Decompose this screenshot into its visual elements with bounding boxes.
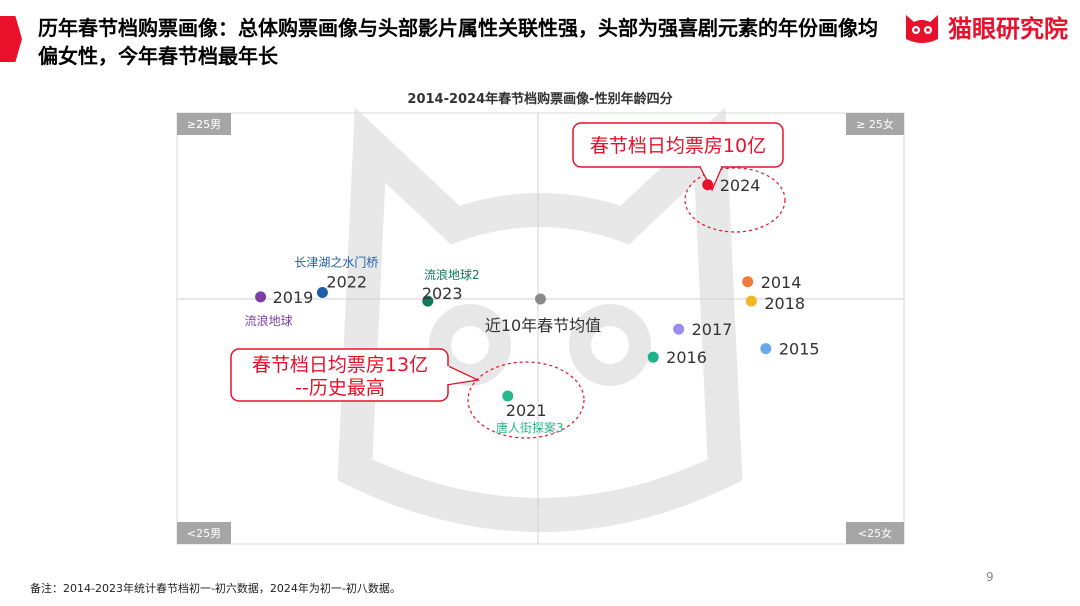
data-point-2023 xyxy=(422,295,434,307)
callout-text-2021-line2: --历史最高 xyxy=(295,377,385,399)
point-label-2018: 2018 xyxy=(764,294,805,313)
callout-box-2024 xyxy=(572,122,784,168)
point-label-2019: 2019 xyxy=(273,288,314,307)
data-point-average xyxy=(535,293,546,305)
callout-pointer-2024 xyxy=(699,166,723,192)
title-accent-tab xyxy=(0,16,22,62)
highlight-ellipse-2024 xyxy=(684,167,786,233)
film-label-2021: 唐人街探案3 xyxy=(496,420,564,435)
point-label-2014: 2014 xyxy=(761,273,802,292)
point-label-2024: 2024 xyxy=(720,176,761,195)
cat-logo-icon xyxy=(906,15,938,43)
highlight-ellipse-2021 xyxy=(467,361,585,439)
data-point-2022 xyxy=(316,287,328,299)
logo-text: 猫眼研究院 xyxy=(948,14,1068,43)
callout-text-2024: 春节档日均票房10亿 xyxy=(590,135,766,157)
quadrant-label-bg xyxy=(846,522,904,544)
cat-watermark-icon xyxy=(337,107,743,532)
plot-frame xyxy=(176,112,905,545)
quadrant-label-bg xyxy=(177,113,231,135)
callout-text-2021-line1: 春节档日均票房13亿 xyxy=(252,354,428,376)
quadrant-label-bg xyxy=(177,522,231,544)
film-label-2022: 长津湖之水门桥 xyxy=(294,255,378,270)
data-point-2019 xyxy=(255,291,267,303)
chart-title: 2014-2024年春节档购票画像-性别年龄四分 xyxy=(407,92,673,107)
data-point-2016 xyxy=(647,351,659,363)
footnote: 备注：2014-2023年统计春节档初一-初六数据，2024年为初一-初八数据。 xyxy=(30,582,401,595)
quadrant-label-top-left: ≥25男 xyxy=(187,118,221,131)
data-point-2024 xyxy=(702,179,714,191)
data-point-2014 xyxy=(742,276,754,288)
callout-pointer-2021 xyxy=(445,364,481,386)
point-label-2021: 2021 xyxy=(506,401,547,420)
data-point-2015 xyxy=(760,343,772,355)
data-point-2021 xyxy=(502,390,514,402)
page-title: 历年春节档购票画像：总体购票画像与头部影片属性关联性强，头部为强喜剧元素的年份画… xyxy=(38,16,878,68)
point-label-2015: 2015 xyxy=(779,340,820,359)
point-label-2023: 2023 xyxy=(422,284,463,303)
center-average-label: 近10年春节均值 xyxy=(485,316,601,335)
quadrant-label-top-right: ≥ 25女 xyxy=(856,117,894,131)
film-label-2019: 流浪地球 xyxy=(245,313,293,328)
point-label-2022: 2022 xyxy=(326,273,367,292)
point-label-2017: 2017 xyxy=(692,320,733,339)
quadrant-label-bottom-left: <25男 xyxy=(187,527,221,540)
film-label-2023: 流浪地球2 xyxy=(424,267,480,282)
quadrant-label-bottom-right: <25女 xyxy=(858,526,892,540)
quadrant-label-bg xyxy=(846,113,904,135)
data-point-2017 xyxy=(673,323,685,335)
page-number: 9 xyxy=(986,570,994,584)
brand-logo: 猫眼研究院 xyxy=(902,8,1068,44)
data-point-2018 xyxy=(745,295,757,307)
point-label-2016: 2016 xyxy=(666,348,707,367)
